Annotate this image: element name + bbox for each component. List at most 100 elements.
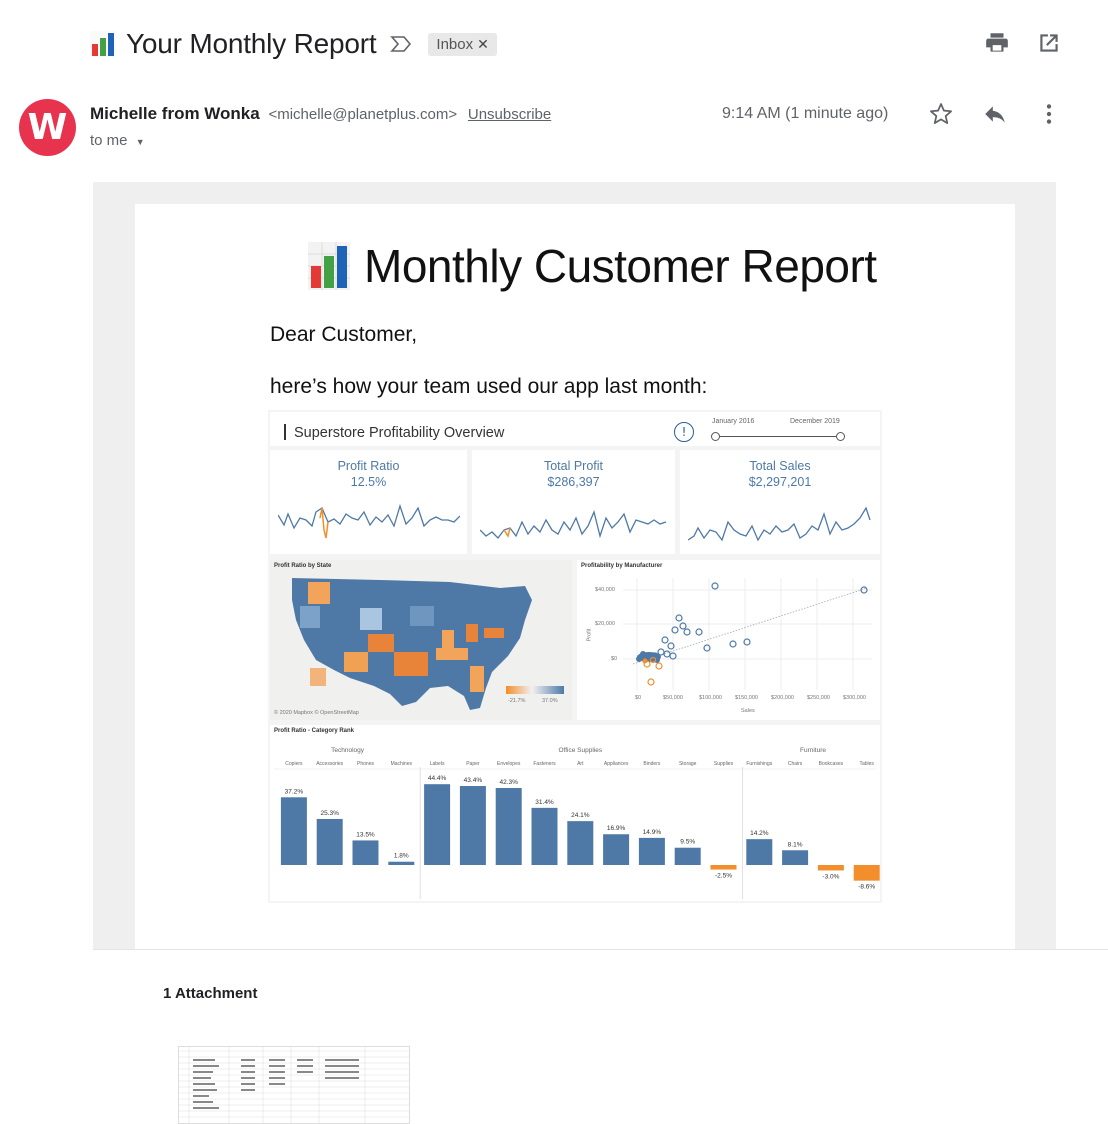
date-start-label: January 2016 <box>712 418 755 425</box>
bar <box>280 797 307 865</box>
sender-line: Michelle from Wonka <michelle@planetplus… <box>90 104 551 124</box>
category-label: Copiers <box>285 761 303 767</box>
category-rank-chart[interactable]: Profit Ratio - Category Rank 37.2% Copier… <box>270 725 880 901</box>
group-label: Technology <box>331 747 365 754</box>
slider-start-handle <box>711 432 720 441</box>
recipient-details-toggle[interactable]: to me ▼ <box>90 132 145 149</box>
sender-avatar[interactable]: W <box>19 99 76 156</box>
bar-chart-icon <box>308 242 350 290</box>
profit-by-state-map[interactable]: Profit Ratio by State -21.7% 37.0% © 202… <box>270 560 572 720</box>
kpi-value: $2,297,201 <box>748 475 812 489</box>
legend-max: 37.0% <box>542 698 558 704</box>
us-choropleth-map <box>292 578 532 710</box>
bar-value-label: 1.8% <box>394 853 409 860</box>
bar <box>567 821 594 865</box>
kpi-label: Profit Ratio <box>337 459 400 473</box>
category-label: Binders <box>643 761 660 767</box>
kpi-label: Total Sales <box>749 459 811 473</box>
category-label: Supplies <box>714 761 734 767</box>
bar <box>746 839 773 865</box>
kpi-total-sales: Total Sales $2,297,201 <box>680 450 880 554</box>
bar <box>603 834 630 865</box>
x-tick: $50,000 <box>663 695 683 701</box>
category-label: Accessories <box>316 761 343 767</box>
x-tick: $300,000 <box>843 695 866 701</box>
thread-actions <box>984 30 1062 56</box>
group-label: Furniture <box>800 747 826 754</box>
bar-value-label: -8.6% <box>858 884 875 891</box>
star-icon[interactable] <box>928 101 954 127</box>
bar-value-label: 43.4% <box>464 777 483 784</box>
bar-value-label: 13.5% <box>356 831 375 838</box>
intro-text: here’s how your team used our app last m… <box>270 375 708 398</box>
category-label: Storage <box>679 761 697 767</box>
spreadsheet-preview-icon <box>179 1047 409 1123</box>
kpi-profit-ratio: Profit Ratio 12.5% <box>270 450 467 554</box>
inbox-label-chip[interactable]: Inbox ✕ <box>428 32 497 56</box>
category-label: Furnishings <box>746 761 772 767</box>
remove-label-icon[interactable]: ✕ <box>477 35 489 52</box>
bar <box>817 865 844 871</box>
bar-chart-title: Profit Ratio - Category Rank <box>274 728 355 734</box>
category-label: Art <box>577 761 584 767</box>
bar <box>531 807 558 865</box>
report-title: Monthly Customer Report <box>308 238 877 294</box>
attachment-count: 1 Attachment <box>163 985 258 1002</box>
profitability-scatter[interactable]: Profitability by Manufacturer Profit $40… <box>577 560 880 720</box>
bar-chart-svg: 37.2% Copiers 25.3% Accessories 13.5% Phones 1… <box>274 747 880 899</box>
category-label: Bookcases <box>819 761 844 767</box>
bar-chart-icon <box>90 31 116 57</box>
bar-value-label: -3.0% <box>822 873 839 880</box>
bar <box>782 850 809 865</box>
kpi-value: 12.5% <box>350 475 387 489</box>
bar-value-label: -2.5% <box>715 873 732 880</box>
info-icon: ! <box>674 422 694 442</box>
caret-down-icon: ▼ <box>135 137 145 147</box>
bar-value-label: 14.9% <box>643 829 662 836</box>
print-icon[interactable] <box>984 30 1010 56</box>
y-tick: $20,000 <box>595 621 615 627</box>
y-tick: $0 <box>611 656 618 662</box>
kpi-value: $286,397 <box>547 475 600 489</box>
sender-name[interactable]: Michelle from Wonka <box>90 104 260 123</box>
slider-end-handle <box>836 432 845 441</box>
y-tick: $40,000 <box>595 587 615 593</box>
recipient-text: to me <box>90 132 128 149</box>
date-end-label: December 2019 <box>790 418 840 425</box>
bar <box>710 865 737 870</box>
bar-value-label: 42.3% <box>499 779 518 786</box>
map-title: Profit Ratio by State <box>274 563 332 569</box>
reply-icon[interactable] <box>982 101 1008 127</box>
x-tick: $0 <box>635 695 642 701</box>
date-range-slider <box>715 436 843 437</box>
bar <box>388 861 415 865</box>
message-actions <box>928 101 1062 127</box>
bar <box>352 840 379 865</box>
dashboard-title: Superstore Profitability Overview <box>284 424 504 441</box>
kpi-total-profit: Total Profit $286,397 <box>472 450 675 554</box>
dashboard-image[interactable]: Superstore Profitability Overview ! Janu… <box>268 410 882 903</box>
bar-value-label: 24.1% <box>571 812 590 819</box>
attachment-thumbnail[interactable] <box>178 1046 410 1124</box>
bar <box>459 786 486 865</box>
bar <box>424 784 451 865</box>
category-label: Tables <box>859 761 874 767</box>
x-tick: $150,000 <box>735 695 758 701</box>
group-label: Office Supplies <box>558 747 602 754</box>
bar <box>674 847 701 865</box>
report-title-text: Monthly Customer Report <box>364 240 877 292</box>
more-vert-icon[interactable] <box>1036 101 1062 127</box>
category-label: Appliances <box>604 761 629 767</box>
scatter-title: Profitability by Manufacturer <box>581 563 663 569</box>
unsubscribe-link[interactable]: Unsubscribe <box>467 106 552 123</box>
x-tick: $100,000 <box>699 695 722 701</box>
map-credit: © 2020 Mapbox © OpenStreetMap <box>274 710 359 716</box>
inbox-label-text: Inbox <box>436 35 474 53</box>
open-in-new-window-icon[interactable] <box>1036 30 1062 56</box>
category-label: Paper <box>466 761 480 767</box>
sparkline <box>278 503 460 539</box>
category-label: Fasteners <box>533 761 556 767</box>
importance-marker-icon[interactable] <box>390 34 412 54</box>
category-label: Machines <box>391 761 413 767</box>
map-color-legend <box>506 686 564 694</box>
